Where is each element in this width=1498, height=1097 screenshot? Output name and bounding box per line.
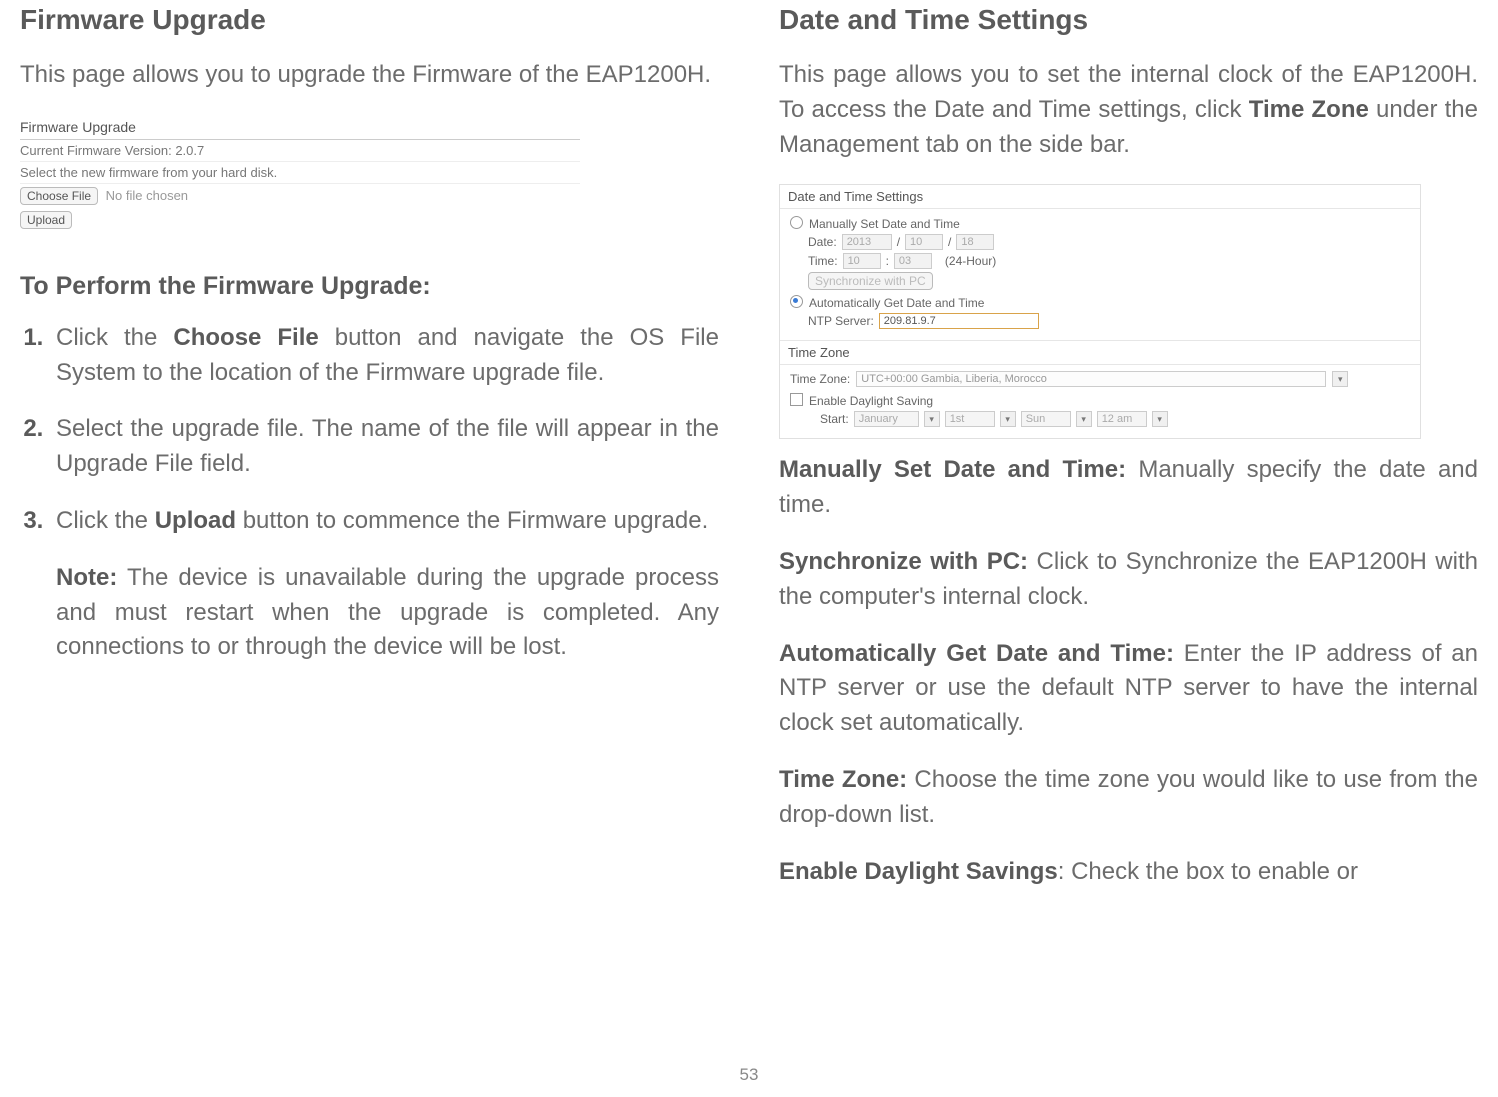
upgrade-note: Note: The device is unavailable during t… <box>20 561 719 665</box>
upgrade-steps-list: Click the Choose File button and navigat… <box>20 321 719 539</box>
note-label: Note: <box>56 564 117 591</box>
manual-set-desc: Manually Set Date and Time: Manually spe… <box>779 453 1478 523</box>
ntp-server-field[interactable]: 209.81.9.7 <box>879 313 1039 329</box>
manual-radio-label: Manually Set Date and Time <box>809 217 960 231</box>
note-body: The device is unavailable during the upg… <box>56 564 719 661</box>
no-file-chosen-label: No file chosen <box>106 188 188 203</box>
slash-1: / <box>897 235 900 249</box>
tz-caret-icon[interactable]: ▾ <box>1332 371 1348 387</box>
caret-icon-4[interactable]: ▾ <box>1152 411 1168 427</box>
dt-intro-bold: Time Zone <box>1249 96 1369 123</box>
firmware-upgrade-heading: Firmware Upgrade <box>20 4 719 36</box>
p2-bold: Synchronize with PC: <box>779 548 1028 575</box>
choose-file-button[interactable]: Choose File <box>20 187 98 205</box>
dst-start-week[interactable]: 1st <box>945 411 995 427</box>
sync-pc-button[interactable]: Synchronize with PC <box>808 272 933 290</box>
dst-checkbox[interactable] <box>790 393 803 406</box>
slash-2: / <box>948 235 951 249</box>
page-number: 53 <box>740 1065 759 1085</box>
time-label: Time: <box>808 254 838 268</box>
datetime-intro: This page allows you to set the internal… <box>779 58 1478 162</box>
left-column: Firmware Upgrade This page allows you to… <box>20 0 719 889</box>
colon-sep: : <box>886 254 889 268</box>
date-day-field[interactable]: 18 <box>956 234 994 250</box>
p1-bold: Manually Set Date and Time: <box>779 456 1126 483</box>
p4-bold: Time Zone: <box>779 766 907 793</box>
time-suffix: (24-Hour) <box>945 254 996 268</box>
time-min-field[interactable]: 03 <box>894 253 932 269</box>
sync-pc-desc: Synchronize with PC: Click to Synchroniz… <box>779 545 1478 615</box>
upload-button[interactable]: Upload <box>20 211 72 229</box>
dst-desc: Enable Daylight Savings: Check the box t… <box>779 855 1478 890</box>
step-1: Click the Choose File button and navigat… <box>50 321 719 391</box>
dst-label: Enable Daylight Saving <box>809 394 933 408</box>
dt-section-title: Date and Time Settings <box>780 185 1420 209</box>
tz-section-title: Time Zone <box>780 340 1420 365</box>
step-3: Click the Upload button to commence the … <box>50 504 719 539</box>
step3-c: button to commence the Firmware upgrade. <box>236 507 708 534</box>
step3-a: Click the <box>56 507 155 534</box>
fw-select-line: Select the new firmware from your hard d… <box>20 162 580 184</box>
p3-bold: Automatically Get Date and Time: <box>779 640 1174 667</box>
manual-radio[interactable] <box>790 216 803 229</box>
fw-box-title: Firmware Upgrade <box>20 115 580 140</box>
right-column: Date and Time Settings This page allows … <box>779 0 1478 889</box>
caret-icon-1[interactable]: ▾ <box>924 411 940 427</box>
date-month-field[interactable]: 10 <box>905 234 943 250</box>
dst-start-month[interactable]: January <box>854 411 919 427</box>
step1-a: Click the <box>56 324 173 351</box>
caret-icon-2[interactable]: ▾ <box>1000 411 1016 427</box>
tz-select[interactable]: UTC+00:00 Gambia, Liberia, Morocco <box>856 371 1326 387</box>
datetime-heading: Date and Time Settings <box>779 4 1478 36</box>
date-year-field[interactable]: 2013 <box>842 234 892 250</box>
ntp-label: NTP Server: <box>808 314 874 328</box>
dst-start-label: Start: <box>820 412 849 426</box>
dst-start-day[interactable]: Sun <box>1021 411 1071 427</box>
auto-get-desc: Automatically Get Date and Time: Enter t… <box>779 637 1478 741</box>
step1-bold: Choose File <box>173 324 318 351</box>
datetime-screenshot: Date and Time Settings Manually Set Date… <box>779 184 1421 439</box>
firmware-intro: This page allows you to upgrade the Firm… <box>20 58 719 93</box>
caret-icon-3[interactable]: ▾ <box>1076 411 1092 427</box>
fw-version-line: Current Firmware Version: 2.0.7 <box>20 140 580 162</box>
tz-label: Time Zone: <box>790 372 850 386</box>
p5-bold: Enable Daylight Savings <box>779 858 1058 885</box>
step3-bold: Upload <box>155 507 236 534</box>
firmware-upgrade-screenshot: Firmware Upgrade Current Firmware Versio… <box>20 115 580 232</box>
perform-upgrade-heading: To Perform the Firmware Upgrade: <box>20 272 719 301</box>
dst-start-hour[interactable]: 12 am <box>1097 411 1147 427</box>
tz-desc: Time Zone: Choose the time zone you woul… <box>779 763 1478 833</box>
step-2: Select the upgrade file. The name of the… <box>50 412 719 482</box>
p5-text: : Check the box to enable or <box>1058 858 1358 885</box>
date-label: Date: <box>808 235 837 249</box>
time-hour-field[interactable]: 10 <box>843 253 881 269</box>
auto-radio-label: Automatically Get Date and Time <box>809 296 984 310</box>
auto-radio[interactable] <box>790 295 803 308</box>
